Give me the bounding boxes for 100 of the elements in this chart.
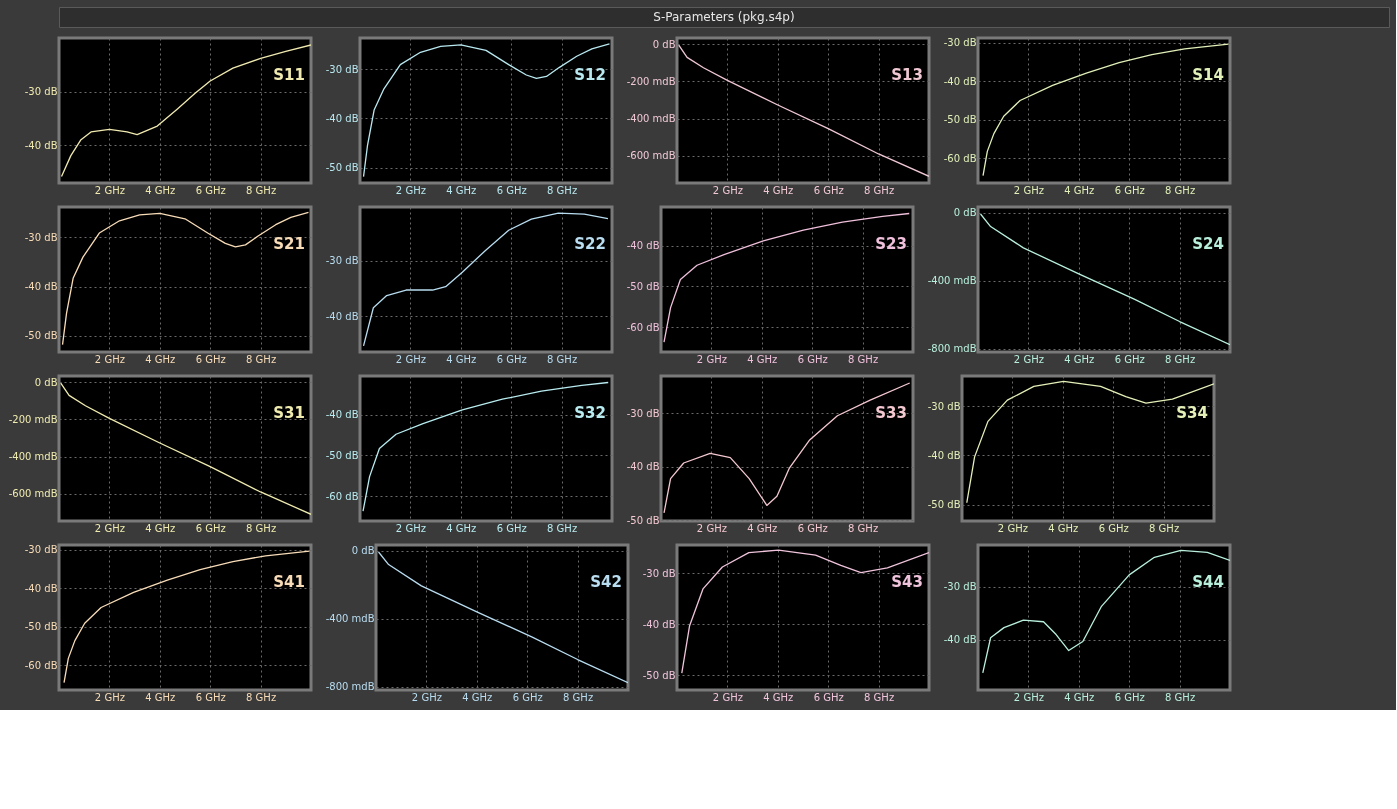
- series-label: S43: [891, 573, 923, 591]
- x-tick-label: 8 GHz: [547, 353, 578, 365]
- line-series: [362, 43, 611, 178]
- y-tick-label: -800 mdB: [927, 343, 977, 355]
- y-tick-label: -60 dB: [24, 659, 58, 671]
- line-series: [60, 44, 311, 178]
- y-tick-label: -30 dB: [24, 544, 58, 556]
- x-tick-label: 6 GHz: [813, 184, 844, 196]
- series-label: S11: [273, 66, 305, 84]
- x-tick-label: 6 GHz: [195, 691, 226, 703]
- y-tick-label: -30 dB: [943, 581, 977, 593]
- y-tick-label: -400 mdB: [8, 451, 58, 463]
- text: S42: [590, 573, 622, 591]
- x-tick-label: 8 GHz: [246, 691, 277, 703]
- x-tick-label: 8 GHz: [1149, 522, 1180, 534]
- x-tick-label: 4 GHz: [145, 522, 176, 534]
- y-tick-label: -800 mdB: [325, 681, 375, 693]
- x-tick-label: 8 GHz: [547, 522, 578, 534]
- line-series: [362, 212, 609, 347]
- y-tick-label: -600 mdB: [626, 150, 676, 162]
- x-tick-label: 8 GHz: [246, 184, 277, 196]
- y-tick-label: -30 dB: [325, 63, 359, 75]
- line-series: [663, 212, 910, 343]
- x-tick-label: 6 GHz: [496, 353, 527, 365]
- x-tick-label: 8 GHz: [848, 522, 879, 534]
- line-series: [678, 44, 929, 177]
- line-series: [982, 549, 1230, 674]
- x-tick-label: 8 GHz: [864, 691, 895, 703]
- x-tick-label: 6 GHz: [1114, 691, 1145, 703]
- y-tick-label: -40 dB: [626, 461, 660, 473]
- x-tick-label: 6 GHz: [1098, 522, 1129, 534]
- line-series: [982, 43, 1230, 177]
- x-tick-label: 4 GHz: [763, 691, 794, 703]
- x-tick-label: 4 GHz: [446, 522, 477, 534]
- x-tick-label: 6 GHz: [195, 353, 226, 365]
- y-tick-label: 0 dB: [652, 38, 676, 50]
- series-label: S33: [875, 404, 907, 422]
- series-label: S44: [1192, 573, 1224, 591]
- series-label: S12: [574, 66, 606, 84]
- x-tick-label: 8 GHz: [1165, 353, 1196, 365]
- line-series: [63, 550, 311, 684]
- x-tick-label: 4 GHz: [747, 522, 778, 534]
- y-tick-label: -30 dB: [24, 231, 58, 243]
- line-series: [61, 211, 310, 346]
- x-tick-label: 8 GHz: [848, 353, 879, 365]
- y-tick-label: -600 mdB: [8, 488, 58, 500]
- x-tick-label: 4 GHz: [446, 353, 477, 365]
- x-tick-label: 6 GHz: [195, 522, 226, 534]
- x-tick-label: 8 GHz: [864, 184, 895, 196]
- x-tick-label: 2 GHz: [1013, 691, 1044, 703]
- line-series: [663, 382, 911, 514]
- series-label: S22: [574, 235, 606, 253]
- line-series: [681, 549, 929, 674]
- x-tick-label: 4 GHz: [462, 691, 493, 703]
- y-tick-label: -400 mdB: [325, 613, 375, 625]
- x-tick-label: 8 GHz: [246, 522, 277, 534]
- x-tick-label: 4 GHz: [145, 691, 176, 703]
- line-series: [377, 551, 628, 684]
- y-tick-label: -40 dB: [24, 139, 58, 151]
- x-tick-label: 2 GHz: [395, 353, 426, 365]
- y-tick-label: -30 dB: [927, 400, 961, 412]
- x-tick-label: 4 GHz: [1048, 522, 1079, 534]
- text: S-Parameters (pkg.s4p): [653, 10, 795, 24]
- y-tick-label: -40 dB: [325, 310, 359, 322]
- x-tick-label: 6 GHz: [1114, 184, 1145, 196]
- x-tick-label: 2 GHz: [395, 522, 426, 534]
- x-tick-label: 4 GHz: [145, 353, 176, 365]
- x-tick-label: 2 GHz: [712, 691, 743, 703]
- y-tick-label: -60 dB: [943, 152, 977, 164]
- y-tick-label: -50 dB: [943, 114, 977, 126]
- y-tick-label: -40 dB: [325, 112, 359, 124]
- x-tick-label: 2 GHz: [696, 522, 727, 534]
- x-tick-label: 6 GHz: [797, 353, 828, 365]
- x-tick-label: 8 GHz: [246, 353, 277, 365]
- x-tick-label: 6 GHz: [496, 184, 527, 196]
- line-series: [966, 380, 1214, 504]
- y-tick-label: -50 dB: [325, 162, 359, 174]
- y-tick-label: 0 dB: [351, 545, 375, 557]
- x-tick-label: 2 GHz: [1013, 184, 1044, 196]
- series-label: S14: [1192, 66, 1224, 84]
- y-tick-label: -200 mdB: [626, 75, 676, 87]
- x-tick-label: 6 GHz: [512, 691, 543, 703]
- y-tick-label: -50 dB: [24, 621, 58, 633]
- text: S24: [1192, 235, 1224, 253]
- x-tick-label: 4 GHz: [747, 353, 778, 365]
- y-tick-label: -40 dB: [325, 409, 359, 421]
- series-label: S21: [273, 235, 305, 253]
- x-tick-label: 2 GHz: [94, 353, 125, 365]
- text: S13: [891, 66, 923, 84]
- x-tick-label: 8 GHz: [547, 184, 578, 196]
- x-tick-label: 4 GHz: [763, 184, 794, 196]
- line-series: [979, 213, 1230, 346]
- y-tick-label: -30 dB: [325, 255, 359, 267]
- y-tick-label: -50 dB: [927, 499, 961, 511]
- x-tick-label: 6 GHz: [797, 522, 828, 534]
- line-series: [60, 382, 311, 515]
- x-tick-label: 4 GHz: [1064, 691, 1095, 703]
- y-tick-label: -40 dB: [642, 618, 676, 630]
- x-tick-label: 8 GHz: [1165, 691, 1196, 703]
- y-tick-label: -40 dB: [943, 634, 977, 646]
